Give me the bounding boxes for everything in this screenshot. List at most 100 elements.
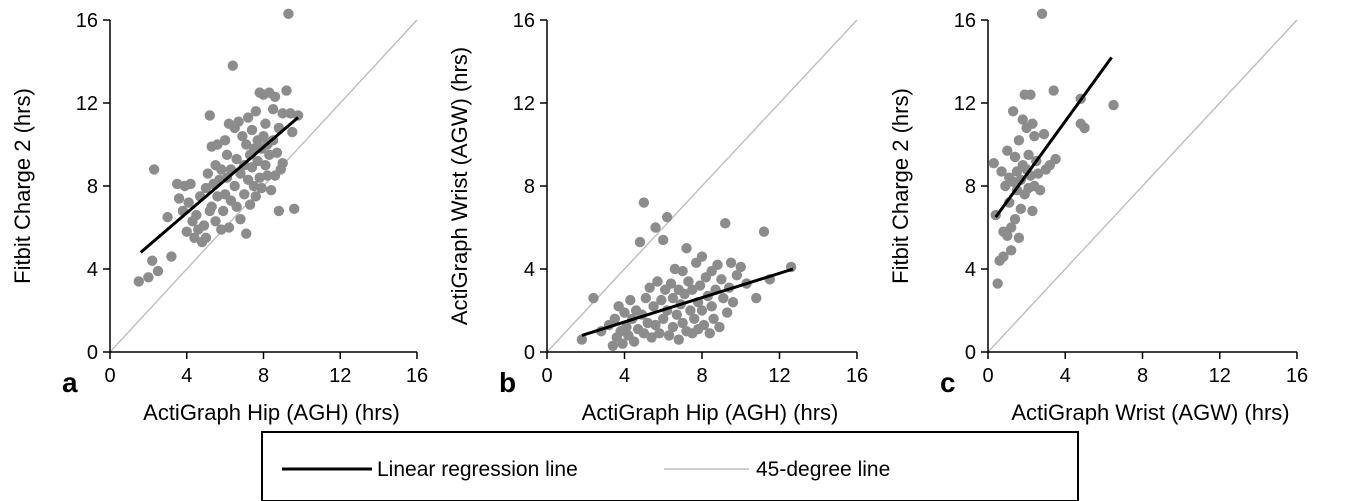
data-point xyxy=(233,116,244,127)
x-tick-label: 16 xyxy=(846,365,868,387)
y-tick-label: 8 xyxy=(87,176,98,198)
regression-line xyxy=(139,116,300,254)
legend: Linear regression line 45-degree line xyxy=(261,431,1079,501)
data-point xyxy=(273,205,285,217)
data-point xyxy=(229,180,240,192)
data-point xyxy=(714,321,725,333)
data-point xyxy=(200,232,212,244)
data-point xyxy=(725,257,737,268)
data-point xyxy=(185,178,196,190)
data-point xyxy=(218,205,229,217)
data-point xyxy=(267,104,279,115)
data-point xyxy=(1036,8,1048,19)
data-point xyxy=(721,307,733,318)
data-point xyxy=(1027,118,1038,129)
data-point xyxy=(650,222,661,233)
data-point xyxy=(689,313,700,324)
data-point xyxy=(1108,99,1119,111)
y-tick-label: 12 xyxy=(513,93,535,115)
data-point xyxy=(262,170,273,181)
x-tick-label: 0 xyxy=(104,365,115,387)
data-point xyxy=(1000,180,1011,192)
data-point xyxy=(148,164,160,175)
data-point xyxy=(609,313,621,324)
y-tick-label: 12 xyxy=(954,93,976,115)
data-point xyxy=(658,234,669,246)
data-point xyxy=(619,307,630,318)
data-point xyxy=(1025,89,1036,100)
data-point xyxy=(1002,145,1013,156)
data-point xyxy=(576,334,588,345)
x-tick-label: 4 xyxy=(1060,365,1071,387)
data-point xyxy=(663,330,675,341)
y-tick-label: 16 xyxy=(76,10,98,32)
data-point xyxy=(681,243,692,254)
data-point xyxy=(1009,151,1021,163)
data-point xyxy=(727,297,739,308)
y-tick-label: 0 xyxy=(965,342,976,364)
panel-b: 0 4 8 12 16 0 4 8 12 16 ActiGraph Hip (AGH) (hrs) A… xyxy=(447,10,868,425)
data-point xyxy=(289,203,300,215)
data-point xyxy=(654,328,665,339)
data-point xyxy=(1013,135,1025,146)
data-point xyxy=(652,276,663,287)
x-tick-label: 0 xyxy=(982,365,993,387)
data-point xyxy=(1050,153,1061,165)
data-point xyxy=(677,265,688,277)
data-point xyxy=(189,232,200,244)
data-point xyxy=(646,332,657,343)
data-point xyxy=(1002,230,1013,241)
y-axis-title: Fitbit Charge 2 (hrs) xyxy=(10,88,35,284)
x-tick-label: 4 xyxy=(181,365,192,387)
data-point xyxy=(679,288,690,300)
data-point xyxy=(212,139,223,150)
legend-regression-label: Linear regression line xyxy=(377,458,578,481)
y-tick-label: 4 xyxy=(965,259,976,281)
x-tick-label: 12 xyxy=(768,365,790,387)
panel-letter: c xyxy=(940,367,956,398)
y-tick-label: 4 xyxy=(524,259,535,281)
data-point xyxy=(237,131,248,142)
data-point xyxy=(1048,85,1059,96)
data-point xyxy=(277,108,288,119)
data-point xyxy=(638,197,650,208)
y-tick-label: 0 xyxy=(524,342,535,364)
data-point xyxy=(658,313,669,324)
y-tick-label: 8 xyxy=(524,176,535,198)
data-point xyxy=(152,265,164,277)
data-point xyxy=(1027,205,1038,217)
data-point xyxy=(133,276,144,287)
data-point xyxy=(671,309,683,320)
data-point xyxy=(706,301,717,312)
legend-identity-label: 45-degree line xyxy=(756,458,890,481)
x-axis-title: ActiGraph Hip (AGH) (hrs) xyxy=(143,400,400,425)
data-point xyxy=(687,284,698,295)
data-point xyxy=(231,201,242,212)
x-tick-label: 16 xyxy=(406,365,428,387)
data-point xyxy=(677,317,688,329)
data-point xyxy=(206,201,217,212)
data-point xyxy=(998,251,1009,262)
data-point xyxy=(162,211,173,223)
data-point xyxy=(988,157,999,169)
data-point xyxy=(673,334,684,345)
data-point xyxy=(242,112,254,123)
data-point xyxy=(588,292,599,304)
data-point xyxy=(143,272,154,283)
x-axis-title: ActiGraph Hip (AGH) (hrs) xyxy=(582,400,839,425)
data-point xyxy=(1017,114,1028,125)
data-point xyxy=(221,149,233,161)
data-point xyxy=(625,294,636,306)
data-point xyxy=(696,251,708,262)
data-point xyxy=(235,214,246,225)
data-point xyxy=(628,336,640,347)
data-point xyxy=(1015,203,1027,215)
data-point xyxy=(250,191,262,202)
data-point xyxy=(202,168,214,179)
data-point xyxy=(147,255,158,266)
data-point xyxy=(656,294,667,306)
data-point xyxy=(198,220,210,231)
data-point xyxy=(650,319,661,331)
data-point xyxy=(173,193,185,204)
